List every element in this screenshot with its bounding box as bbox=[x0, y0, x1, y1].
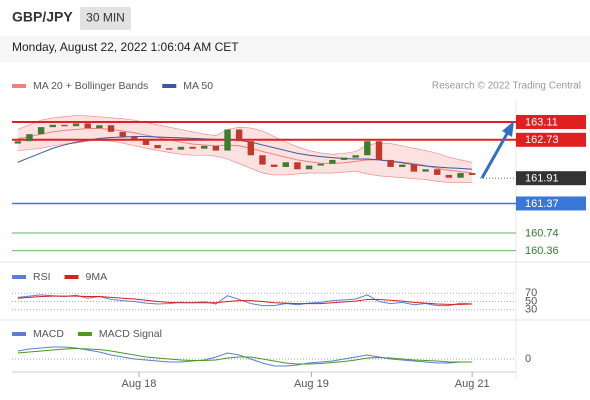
level-label: 160.74 bbox=[525, 227, 559, 239]
legend-swatch bbox=[77, 332, 92, 336]
candle bbox=[26, 134, 33, 142]
candle bbox=[305, 165, 313, 170]
candle bbox=[259, 155, 266, 165]
indicator-line bbox=[17, 294, 473, 307]
candle bbox=[329, 159, 336, 164]
candle bbox=[294, 162, 301, 170]
candle bbox=[457, 173, 464, 178]
forecast-arrow bbox=[480, 131, 510, 179]
candle bbox=[37, 127, 45, 135]
level-label: 163.11 bbox=[525, 116, 558, 128]
candle bbox=[49, 124, 56, 128]
level-box bbox=[516, 132, 586, 147]
candle bbox=[119, 131, 126, 137]
date-strip bbox=[0, 36, 590, 62]
x-tick-label: Aug 21 bbox=[455, 378, 490, 390]
candle bbox=[189, 146, 196, 149]
candle bbox=[375, 141, 383, 160]
candle bbox=[387, 159, 394, 167]
legend-label: MA 50 bbox=[183, 80, 213, 92]
candle bbox=[399, 164, 406, 167]
legend-swatch bbox=[12, 275, 26, 279]
legend-label: MA 20 + Bollinger Bands bbox=[33, 80, 148, 92]
candle bbox=[177, 146, 185, 150]
candle bbox=[282, 162, 289, 167]
legend-swatch bbox=[12, 332, 26, 336]
candle bbox=[201, 145, 208, 149]
candle bbox=[154, 144, 161, 149]
candle bbox=[364, 141, 371, 156]
date: Monday, August 22, 2022 1:06:04 AM CET bbox=[12, 40, 239, 54]
candle bbox=[422, 169, 429, 172]
level-box bbox=[516, 196, 586, 211]
candle bbox=[131, 136, 138, 139]
legend-label: MACD Signal bbox=[99, 328, 162, 340]
candle bbox=[247, 141, 255, 156]
indicator-line bbox=[17, 347, 473, 365]
symbol: GBP/JPY bbox=[12, 9, 73, 25]
level-box bbox=[516, 171, 586, 186]
candle bbox=[340, 157, 348, 160]
candle bbox=[84, 123, 91, 129]
y-tick-label: 50 bbox=[525, 295, 537, 307]
candle bbox=[166, 148, 173, 150]
interval-button[interactable] bbox=[80, 7, 131, 30]
candle bbox=[224, 129, 231, 151]
candle bbox=[445, 174, 453, 178]
candle bbox=[235, 129, 243, 142]
candle bbox=[72, 123, 80, 127]
legend-swatch bbox=[12, 84, 26, 88]
arrow-head bbox=[502, 121, 514, 137]
legend-label: 9MA bbox=[86, 271, 108, 283]
y-tick-label: 0 bbox=[525, 353, 531, 365]
credit: Research © 2022 Trading Central bbox=[432, 81, 581, 92]
interval[interactable]: 30 MIN bbox=[86, 11, 125, 25]
x-tick-label: Aug 18 bbox=[122, 378, 157, 390]
candle bbox=[107, 125, 115, 132]
candle bbox=[14, 141, 22, 144]
candle bbox=[270, 164, 278, 167]
candle bbox=[212, 145, 220, 151]
legend-swatch bbox=[64, 275, 79, 279]
y-tick-label: 70 bbox=[525, 287, 537, 299]
candle bbox=[434, 169, 441, 175]
upper-line bbox=[17, 115, 473, 163]
legend-swatch bbox=[162, 84, 177, 88]
level-label: 161.91 bbox=[525, 173, 559, 185]
level-label: 162.73 bbox=[525, 134, 559, 146]
candle bbox=[410, 164, 418, 172]
x-tick-label: Aug 19 bbox=[294, 378, 329, 390]
level-label: 160.36 bbox=[525, 245, 559, 257]
level-box bbox=[516, 115, 586, 130]
indicator-line bbox=[17, 295, 473, 305]
level-label: 161.37 bbox=[525, 198, 559, 210]
candle bbox=[317, 163, 324, 166]
legend-label: RSI bbox=[33, 271, 51, 283]
legend-label: MACD bbox=[33, 328, 64, 340]
candle bbox=[142, 138, 150, 145]
y-tick-label: 30 bbox=[525, 304, 537, 316]
candle bbox=[468, 173, 476, 175]
candle bbox=[96, 125, 103, 129]
candle bbox=[352, 155, 359, 158]
candle bbox=[61, 124, 68, 127]
